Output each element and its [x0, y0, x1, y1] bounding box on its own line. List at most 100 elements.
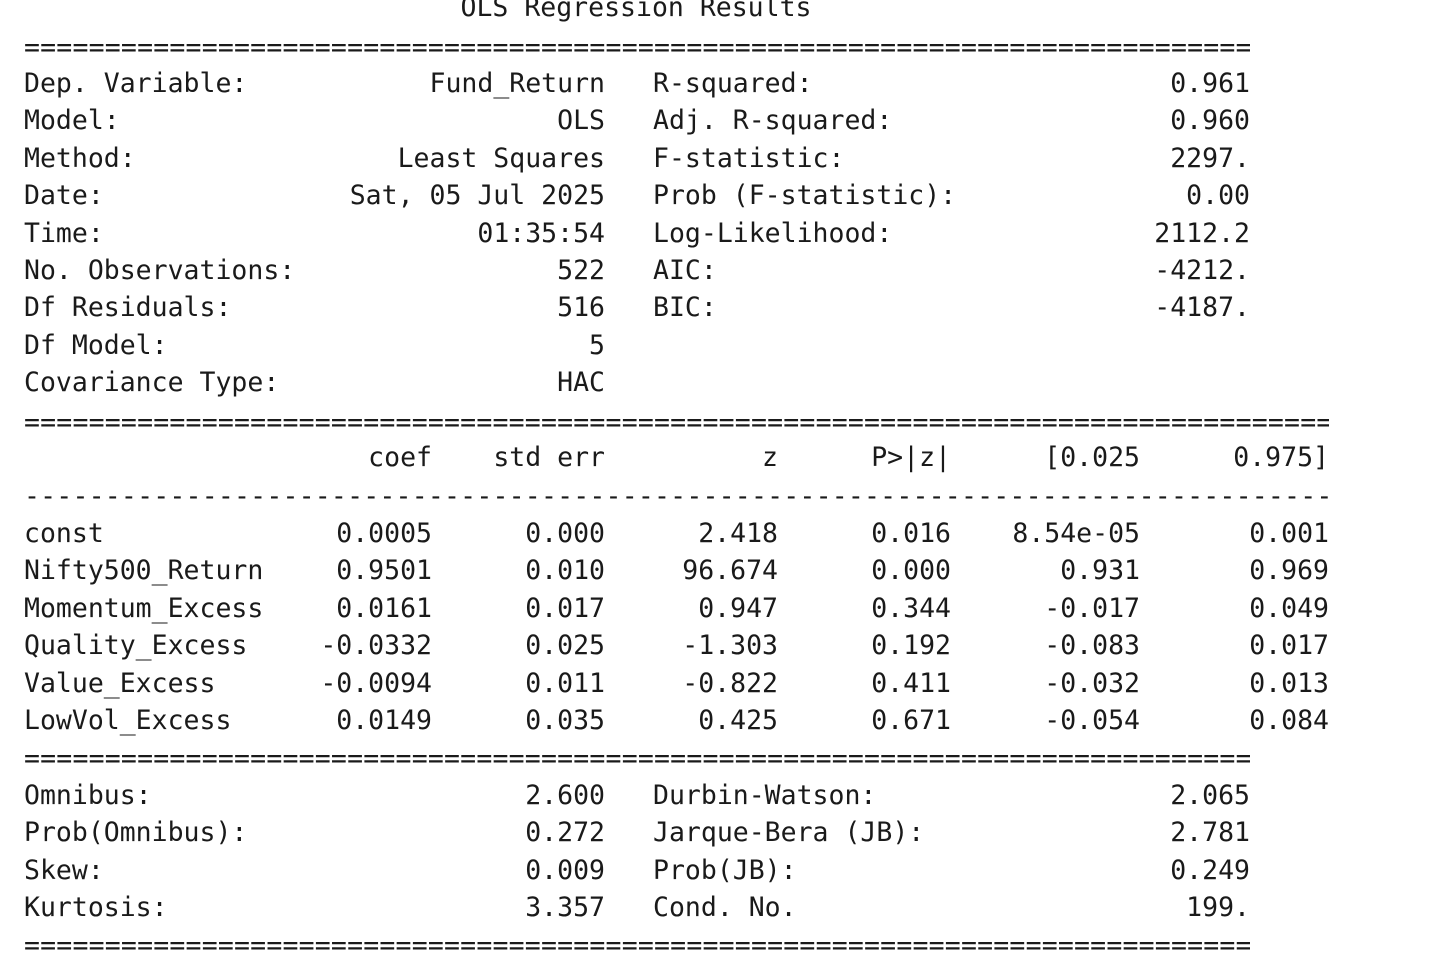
- model-info-left-value: Sat, 05 Jul 2025: [349, 180, 605, 212]
- diagnostic-left-value: 0.272: [525, 817, 605, 849]
- variable-name: Momentum_Excess: [24, 592, 264, 624]
- diagnostic-right-value: 199.: [1186, 892, 1250, 924]
- model-info-right-value: 0.961: [1170, 68, 1250, 99]
- model-info-row: Df Residuals: 516 BIC: -4187.: [0, 290, 1456, 326]
- header-ci-upper: 0.975]: [1233, 442, 1329, 473]
- model-info-right-value: -4187.: [1154, 292, 1250, 324]
- model-info-row: Covariance Type: HAC: [0, 365, 1456, 401]
- table-row: const 0.0005 0.000 2.418 0.016 8.54e-05 0.001: [0, 516, 1456, 552]
- model-info-left-label: No. Observations:: [24, 255, 296, 286]
- cell-coef: 0.0161: [336, 592, 432, 624]
- cell-coef: -0.0332: [320, 630, 432, 662]
- cell-std-err: 0.035: [525, 705, 605, 736]
- diagnostic-left-label: Prob(Omnibus):: [24, 817, 248, 849]
- model-info-right-label: R-squared:: [653, 68, 813, 99]
- cell-p-value: 0.192: [871, 630, 951, 662]
- diagnostic-right-label: Durbin-Watson:: [653, 780, 877, 811]
- cell-std-err: 0.011: [525, 667, 605, 699]
- model-info-row: Dep. Variable: Fund_Return R-squared: 0.961: [0, 66, 1456, 102]
- cell-ci-lower: -0.054: [1044, 705, 1140, 736]
- cell-ci-lower: 0.931: [1060, 555, 1140, 587]
- table-row: LowVol_Excess 0.0149 0.035 0.425 0.671 -0.054…: [0, 703, 1456, 739]
- coef-header-row: coef std err z P>|z| [0.025 0.975]: [0, 440, 1456, 476]
- table-row: Momentum_Excess 0.0161 0.017 0.947 0.344 -0.0…: [0, 591, 1456, 627]
- separator-diagnostics: ========================================…: [24, 743, 1250, 774]
- cell-std-err: 0.000: [525, 518, 605, 549]
- diagnostic-right-label: Jarque-Bera (JB):: [653, 817, 925, 849]
- diagnostic-left-value: 3.357: [525, 892, 605, 924]
- cell-z: 96.674: [682, 555, 778, 587]
- separator-bottom: ========================================…: [24, 930, 1250, 961]
- cell-z: 0.947: [698, 592, 778, 624]
- variable-name: Quality_Excess: [24, 630, 248, 662]
- diagnostic-left-value: 2.600: [525, 780, 605, 811]
- model-info-left-label: Df Residuals:: [24, 292, 232, 324]
- cell-p-value: 0.000: [871, 555, 951, 587]
- table-row: Nifty500_Return 0.9501 0.010 96.674 0.000 0.9…: [0, 553, 1456, 589]
- table-row: Value_Excess -0.0094 0.011 -0.822 0.411 -0.03…: [0, 666, 1456, 702]
- model-info-right-value: 0.960: [1170, 105, 1250, 137]
- model-info-row: Method: Least Squares F-statistic: 2297.: [0, 141, 1456, 177]
- cell-ci-upper: 0.001: [1249, 518, 1329, 549]
- cell-coef: 0.0149: [336, 705, 432, 736]
- diagnostic-row: Kurtosis: 3.357 Cond. No. 199.: [0, 890, 1456, 926]
- model-info-right-value: -4212.: [1154, 255, 1250, 286]
- cell-ci-lower: -0.032: [1044, 667, 1140, 699]
- cell-z: -1.303: [682, 630, 778, 662]
- model-info-right-label: F-statistic:: [653, 142, 845, 174]
- diagnostic-left-label: Skew:: [24, 854, 104, 886]
- model-info-left-value: OLS: [557, 105, 605, 137]
- header-ci-lower: [0.025: [1044, 442, 1140, 473]
- model-info-right-label: Log-Likelihood:: [653, 217, 893, 249]
- cell-std-err: 0.017: [525, 592, 605, 624]
- model-info-row: No. Observations: 522 AIC: -4212.: [0, 253, 1456, 289]
- model-info-right-value: 2112.2: [1154, 217, 1250, 249]
- cell-ci-lower: 8.54e-05: [1012, 518, 1140, 549]
- diagnostic-left-label: Kurtosis:: [24, 892, 168, 924]
- diagnostic-right-value: 2.065: [1170, 780, 1250, 811]
- cell-ci-upper: 0.017: [1249, 630, 1329, 662]
- header-coef: coef: [368, 442, 432, 473]
- model-info-left-label: Covariance Type:: [24, 367, 280, 399]
- model-info-left-label: Model:: [24, 105, 120, 137]
- diagnostic-right-label: Cond. No.: [653, 892, 797, 924]
- diagnostic-right-label: Prob(JB):: [653, 854, 797, 886]
- model-info-row: Time: 01:35:54 Log-Likelihood: 2112.2: [0, 216, 1456, 252]
- model-info-right-label: AIC:: [653, 255, 717, 286]
- header-z: z: [762, 442, 778, 473]
- model-info-right-label: Adj. R-squared:: [653, 105, 893, 137]
- variable-name: const: [24, 518, 104, 549]
- table-row: Quality_Excess -0.0332 0.025 -1.303 0.192 -0.…: [0, 628, 1456, 664]
- separator-coef-top: ========================================…: [24, 407, 1329, 438]
- model-info-left-value: HAC: [557, 367, 605, 399]
- model-info-left-value: Least Squares: [397, 142, 605, 174]
- diagnostic-right-value: 0.249: [1170, 854, 1250, 886]
- model-info-left-label: Dep. Variable:: [24, 68, 248, 99]
- model-info-left-value: 01:35:54: [477, 217, 605, 249]
- model-info-left-value: 5: [589, 329, 605, 361]
- model-info-left-value: Fund_Return: [429, 68, 606, 99]
- header-p-value: P>|z|: [871, 442, 951, 473]
- model-info-left-label: Df Model:: [24, 329, 168, 361]
- diagnostic-row: Omnibus: 2.600 Durbin-Watson: 2.065: [0, 778, 1456, 814]
- cell-ci-upper: 0.049: [1249, 592, 1329, 624]
- cell-ci-upper: 0.084: [1249, 705, 1329, 736]
- diagnostic-left-label: Omnibus:: [24, 780, 152, 811]
- model-info-left-label: Date:: [24, 180, 104, 212]
- separator-coef-header: ----------------------------------------…: [24, 481, 1329, 512]
- variable-name: Value_Excess: [24, 667, 216, 699]
- model-info-row: Df Model: 5: [0, 328, 1456, 364]
- model-info-left-label: Method:: [24, 142, 136, 174]
- cell-ci-upper: 0.013: [1249, 667, 1329, 699]
- model-info-row: Model: OLS Adj. R-squared: 0.960: [0, 103, 1456, 139]
- cell-coef: -0.0094: [320, 667, 432, 699]
- model-info-right-value: 0.00: [1186, 180, 1250, 212]
- cell-p-value: 0.411: [871, 667, 951, 699]
- diagnostic-row: Prob(Omnibus): 0.272 Jarque-Bera (JB): 2.78…: [0, 815, 1456, 851]
- cell-std-err: 0.010: [525, 555, 605, 587]
- cell-coef: 0.0005: [336, 518, 432, 549]
- cell-p-value: 0.671: [871, 705, 951, 736]
- cell-ci-upper: 0.969: [1249, 555, 1329, 587]
- cell-ci-lower: -0.017: [1044, 592, 1140, 624]
- cell-z: 2.418: [698, 518, 778, 549]
